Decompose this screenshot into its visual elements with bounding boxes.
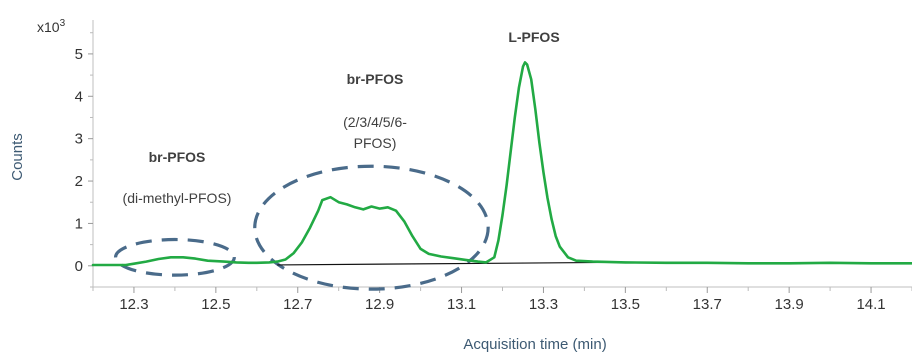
y-axis-title: Counts (9, 133, 26, 181)
annotation-br-pfos-linear-title: br-PFOS (347, 71, 404, 87)
plot-area (91, 61, 912, 291)
y-tick-label: 4 (75, 88, 83, 105)
y-tick-label: 2 (75, 173, 83, 190)
axes (88, 20, 912, 293)
tick-labels: 0 1 2 3 4 5 12.3 12.5 12.7 12.9 13.1 13.3 13.5 13.7 13… (75, 46, 886, 313)
annotation-l-pfos-title: L-PFOS (508, 29, 559, 45)
x-tick-label: 13.3 (529, 296, 558, 313)
annotation-br-pfos-linear-sub-1: (2/3/4/5/6- (343, 114, 407, 130)
x-tick-label: 12.7 (283, 296, 312, 313)
x-tick-label: 14.1 (856, 296, 885, 313)
y-multiplier-label: x103 (37, 18, 66, 35)
y-tick-label: 5 (75, 46, 83, 63)
series-line-1 (91, 61, 912, 267)
x-tick-label: 12.9 (365, 296, 394, 313)
x-tick-label: 13.1 (447, 296, 476, 313)
annotation-br-pfos-linear-sub-2: PFOS) (354, 135, 397, 151)
highlight-ellipse-1 (113, 237, 236, 277)
y-tick-label: 1 (75, 215, 83, 232)
x-tick-label: 12.5 (201, 296, 230, 313)
x-tick-label: 13.7 (693, 296, 722, 313)
x-tick-label: 12.3 (119, 296, 148, 313)
x-tick-label: 13.9 (775, 296, 804, 313)
highlight-ellipse-2 (253, 164, 490, 291)
annotation-br-pfos-dimethyl-title: br-PFOS (149, 149, 206, 165)
y-tick-label: 3 (75, 131, 83, 148)
annotation-br-pfos-dimethyl-sub: (di-methyl-PFOS) (123, 190, 232, 206)
integration-baseline (277, 261, 605, 266)
y-tick-label: 0 (75, 258, 83, 275)
x-tick-label: 13.5 (611, 296, 640, 313)
x-axis-title: Acquisition time (min) (463, 336, 606, 353)
